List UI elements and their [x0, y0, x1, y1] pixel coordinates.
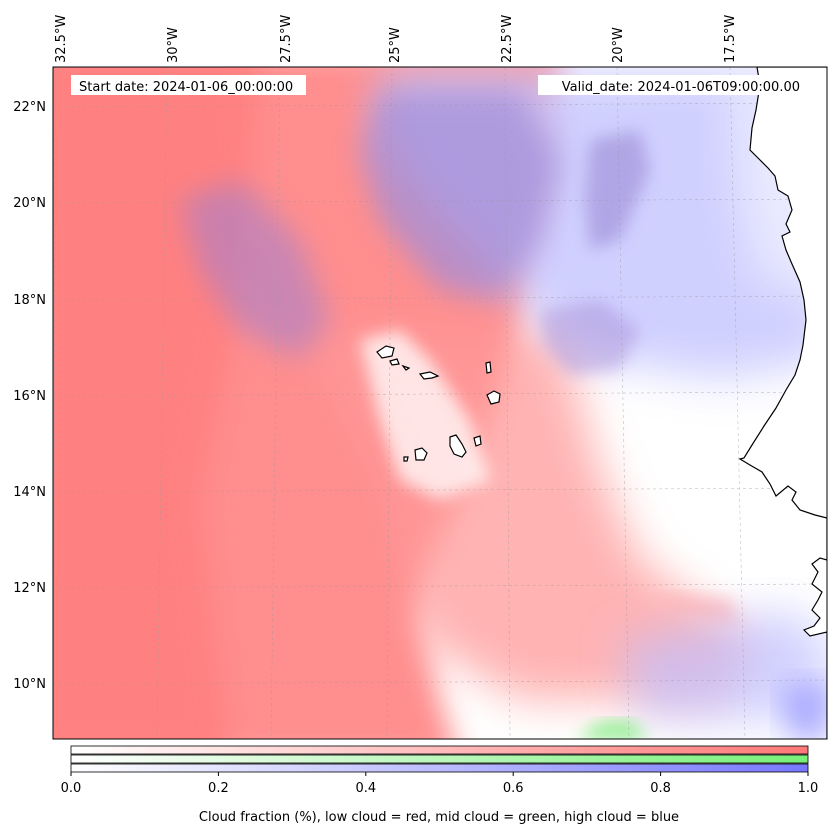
- lon-label: 27.5°W: [279, 15, 294, 63]
- map-panel: Start date: 2024-01-06_00:00:00 Valid_da…: [53, 67, 827, 739]
- island-santo-antao: [376, 345, 395, 359]
- longitude-labels: 32.5°W 30°W 27.5°W 25°W 22.5°W 20°W 17.5…: [54, 15, 738, 63]
- lat-label: 22°N: [13, 100, 46, 115]
- start-date-box: Start date: 2024-01-06_00:00:00: [71, 75, 306, 95]
- lon-label: 25°W: [388, 27, 403, 63]
- lon-label: 30°W: [166, 27, 181, 63]
- colorbar-ticks: [70, 772, 809, 776]
- colorbar-title: Cloud fraction (%), low cloud = red, mid…: [199, 810, 679, 825]
- graticule: [53, 67, 827, 739]
- lat-label: 18°N: [13, 293, 46, 308]
- lon-label: 32.5°W: [54, 15, 69, 63]
- start-date-label: Start date: 2024-01-06_00:00:00: [79, 80, 293, 95]
- colorbar-tick-label: 0.4: [355, 781, 376, 796]
- colorbar-high-cloud: [70, 763, 809, 773]
- island-sao-vicente: [389, 358, 400, 366]
- colorbar-tick-label: 0.2: [208, 781, 229, 796]
- island-santiago: [449, 434, 467, 458]
- colorbar-tick-label: 1.0: [798, 781, 819, 796]
- colorbar-low-cloud: [70, 745, 809, 755]
- africa-landmass: [738, 67, 827, 739]
- colorbar-tick-label: 0.8: [650, 781, 671, 796]
- island-santa-luzia: [401, 364, 411, 371]
- latitude-labels: 22°N 20°N 18°N 16°N 14°N 12°N 10°N: [13, 100, 46, 692]
- colorbar: 0.0 0.2 0.4 0.6 0.8 1.0 Cloud fraction (…: [61, 745, 819, 825]
- cape-verde-islands: [376, 345, 501, 462]
- lat-label: 14°N: [13, 485, 46, 500]
- lon-label: 22.5°W: [500, 15, 515, 63]
- island-brava: [403, 456, 409, 462]
- island-sal: [485, 361, 492, 374]
- lat-label: 16°N: [13, 389, 46, 404]
- valid-date-box: Valid_date: 2024-01-06T09:00:00.00: [538, 75, 808, 95]
- colorbar-mid-cloud: [70, 754, 809, 764]
- colorbar-tick-label: 0.0: [61, 781, 82, 796]
- island-sao-nicolau: [418, 371, 440, 380]
- valid-date-label: Valid_date: 2024-01-06T09:00:00.00: [562, 80, 800, 95]
- map-frame: [52, 66, 828, 740]
- mid-cloud-layer: [576, 720, 649, 739]
- island-fogo: [414, 447, 428, 461]
- colorbar-tick-label: 0.6: [503, 781, 524, 796]
- island-maio: [473, 435, 482, 447]
- colorbar-tick-labels: 0.0 0.2 0.4 0.6 0.8 1.0: [61, 781, 819, 796]
- lat-label: 20°N: [13, 196, 46, 211]
- lat-label: 12°N: [13, 581, 46, 596]
- lon-label: 20°W: [611, 27, 626, 63]
- lon-label: 17.5°W: [723, 15, 738, 63]
- island-boa-vista: [486, 390, 501, 405]
- lat-label: 10°N: [13, 677, 46, 692]
